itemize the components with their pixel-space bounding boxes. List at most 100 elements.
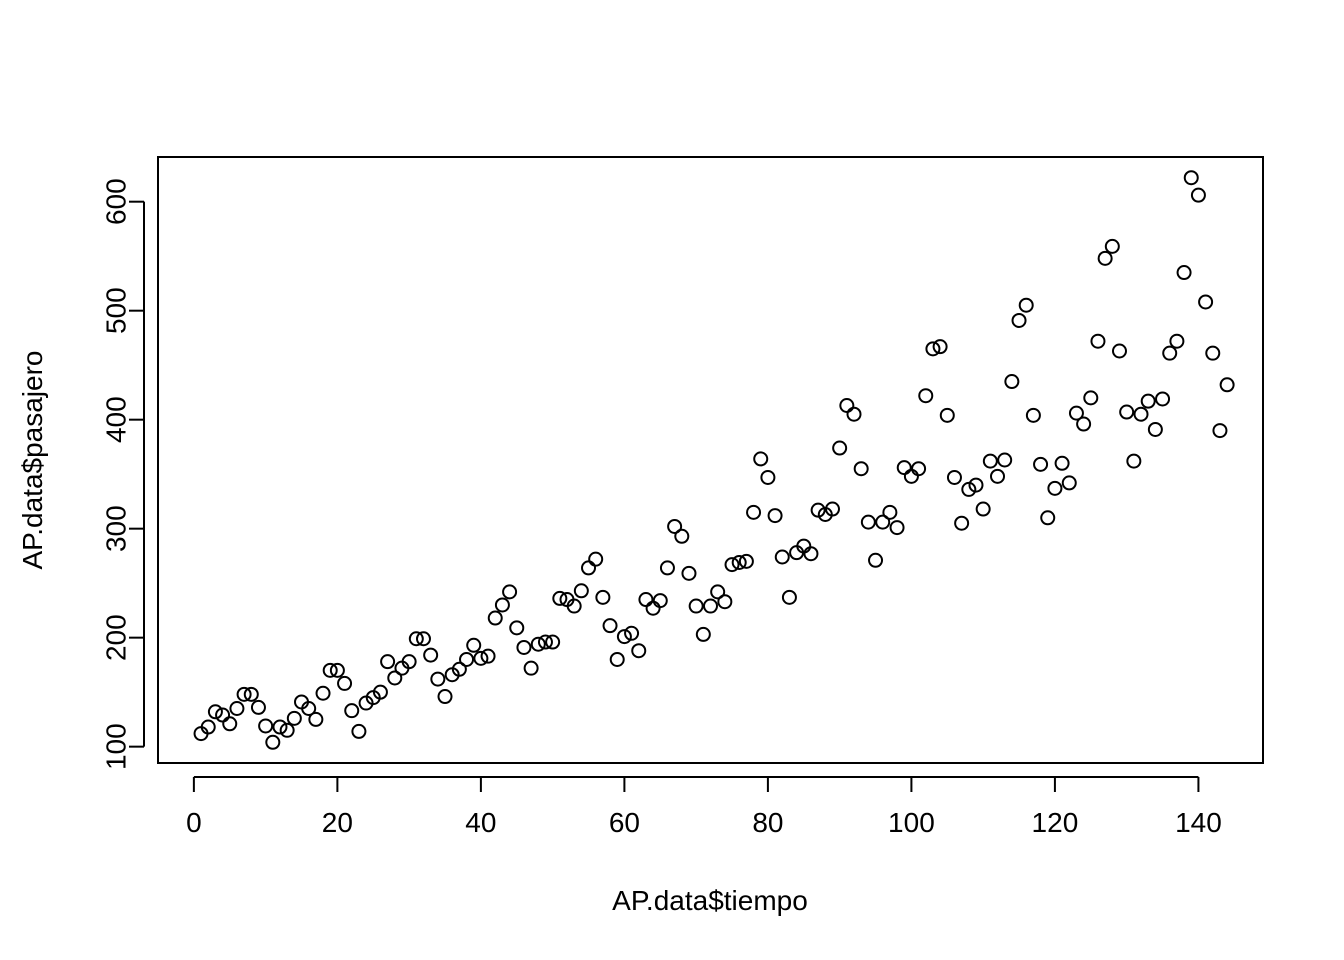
scatter-point — [803, 546, 819, 562]
scatter-point — [566, 598, 582, 614]
scatter-point — [997, 452, 1013, 468]
scatter-point — [602, 618, 618, 634]
x-tick-label: 20 — [322, 807, 353, 838]
y-tick-label: 200 — [100, 614, 131, 661]
x-axis: 0 20 40 60 80 100 120 140 — [186, 776, 1222, 838]
scatter-point — [746, 504, 762, 520]
y-tick-label: 100 — [100, 723, 131, 770]
scatter-point — [415, 631, 431, 647]
scatter-point — [537, 634, 553, 650]
scatter-point — [853, 461, 869, 477]
scatter-point — [624, 625, 640, 641]
scatter-point — [1133, 406, 1149, 422]
scatter-point — [1104, 238, 1120, 254]
scatter-point — [1090, 333, 1106, 349]
scatter-point — [207, 704, 223, 720]
scatter-point — [258, 718, 274, 734]
scatter-point — [681, 565, 697, 581]
scatter-point — [1162, 345, 1178, 361]
scatter-point — [473, 650, 489, 666]
scatter-point — [954, 515, 970, 531]
x-tick-label: 100 — [888, 807, 935, 838]
scatter-point — [265, 734, 281, 750]
scatter-point — [509, 620, 525, 636]
scatter-point — [695, 626, 711, 642]
scatter-point — [423, 647, 439, 663]
scatter-point — [774, 549, 790, 565]
scatter-point — [1033, 456, 1049, 472]
scatter-point — [250, 699, 266, 715]
scatter-point — [329, 662, 345, 678]
scatter-point — [846, 406, 862, 422]
scatter-point — [1111, 343, 1127, 359]
x-axis-label: AP.data$tiempo — [612, 885, 808, 916]
scatter-point — [688, 598, 704, 614]
scatter-point — [1169, 333, 1185, 349]
scatter-point — [932, 339, 948, 355]
scatter-point — [659, 560, 675, 576]
y-tick-label: 500 — [100, 287, 131, 334]
scatter-point — [200, 719, 216, 735]
scatter-point — [1183, 170, 1199, 186]
scatter-point — [868, 552, 884, 568]
scatter-point — [1011, 312, 1027, 328]
scatter-point — [1018, 297, 1034, 313]
scatter-point — [1004, 374, 1020, 390]
scatter-point — [781, 589, 797, 605]
scatter-point — [1155, 391, 1171, 407]
scatter-point — [301, 701, 317, 717]
scatter-point — [1025, 407, 1041, 423]
scatter-point — [466, 637, 482, 653]
scatter-point — [767, 508, 783, 524]
scatter-point — [975, 501, 991, 517]
x-tick-label: 60 — [609, 807, 640, 838]
scatter-point — [609, 651, 625, 667]
scatter-point — [839, 398, 855, 414]
scatter-point — [279, 722, 295, 738]
scatter-point — [236, 686, 252, 702]
scatter-point — [229, 701, 245, 717]
scatter-point — [760, 469, 776, 485]
scatter-point — [1147, 421, 1163, 437]
scatter-point — [832, 440, 848, 456]
scatter-point — [1205, 345, 1221, 361]
scatter-point — [652, 593, 668, 609]
scatter-point — [1219, 377, 1235, 393]
scatter-point — [344, 703, 360, 719]
scatter-point — [387, 670, 403, 686]
scatter-point — [1198, 294, 1214, 310]
scatter-point — [860, 514, 876, 530]
scatter-point — [480, 648, 496, 664]
scatter-point — [968, 477, 984, 493]
scatter-point — [380, 654, 396, 670]
scatter-point — [315, 685, 331, 701]
x-tick-label: 140 — [1175, 807, 1222, 838]
y-axis: 100 200 300 400 500 600 — [100, 178, 145, 770]
scatter-point — [502, 584, 518, 600]
x-tick-label: 40 — [465, 807, 496, 838]
scatter-point — [581, 560, 597, 576]
scatter-point — [674, 528, 690, 544]
scatter-point — [990, 468, 1006, 484]
scatter-point — [588, 551, 604, 567]
scatter-point — [875, 514, 891, 530]
scatter-point — [946, 469, 962, 485]
scatter-point — [925, 341, 941, 357]
scatter-point — [595, 589, 611, 605]
scatter-point — [1212, 423, 1228, 439]
scatter-point — [1190, 187, 1206, 203]
y-tick-label: 600 — [100, 178, 131, 225]
scatter-point — [322, 662, 338, 678]
scatter-point — [272, 719, 288, 735]
scatter-point — [903, 468, 919, 484]
scatter-point — [430, 671, 446, 687]
scatter-point — [351, 723, 367, 739]
scatter-point — [1061, 475, 1077, 491]
scatter-point — [286, 710, 302, 726]
scatter-point — [911, 461, 927, 477]
scatter-point — [738, 553, 754, 569]
y-tick-label: 300 — [100, 505, 131, 552]
scatter-point — [667, 518, 683, 534]
